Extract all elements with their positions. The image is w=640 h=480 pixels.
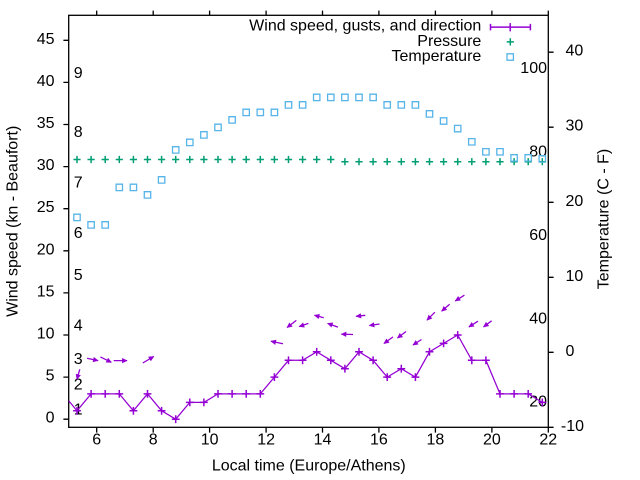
svg-text:4: 4 xyxy=(74,318,83,335)
svg-text:100: 100 xyxy=(520,60,547,77)
svg-text:5: 5 xyxy=(74,267,83,284)
svg-text:3: 3 xyxy=(74,351,83,368)
svg-text:18: 18 xyxy=(427,432,445,449)
svg-text:-10: -10 xyxy=(561,418,584,435)
svg-text:Wind speed (kn - Beaufort): Wind speed (kn - Beaufort) xyxy=(5,126,22,317)
svg-text:20: 20 xyxy=(37,241,55,258)
svg-text:30: 30 xyxy=(37,157,55,174)
svg-text:20: 20 xyxy=(566,193,584,210)
svg-text:10: 10 xyxy=(201,432,219,449)
svg-text:16: 16 xyxy=(370,432,388,449)
svg-text:9: 9 xyxy=(74,65,83,82)
svg-text:7: 7 xyxy=(74,174,83,191)
svg-text:14: 14 xyxy=(314,432,332,449)
svg-text:Wind speed, gusts, and directi: Wind speed, gusts, and direction xyxy=(249,17,481,34)
svg-text:20: 20 xyxy=(483,432,501,449)
svg-text:Temperature (C - F): Temperature (C - F) xyxy=(596,149,613,289)
svg-text:6: 6 xyxy=(74,225,83,242)
svg-text:10: 10 xyxy=(37,326,55,343)
svg-text:25: 25 xyxy=(37,199,55,216)
svg-text:2: 2 xyxy=(74,376,83,393)
svg-text:6: 6 xyxy=(92,432,101,449)
svg-text:10: 10 xyxy=(566,268,584,285)
svg-text:Pressure: Pressure xyxy=(417,33,481,50)
svg-text:22: 22 xyxy=(539,432,557,449)
svg-text:0: 0 xyxy=(566,343,575,360)
svg-text:35: 35 xyxy=(37,115,55,132)
svg-text:15: 15 xyxy=(37,283,55,300)
svg-text:Temperature: Temperature xyxy=(391,48,481,65)
svg-text:8: 8 xyxy=(74,124,83,141)
svg-text:60: 60 xyxy=(529,227,547,244)
svg-text:Local time (Europe/Athens): Local time (Europe/Athens) xyxy=(212,458,406,475)
svg-text:30: 30 xyxy=(566,118,584,135)
svg-text:40: 40 xyxy=(529,310,547,327)
svg-text:12: 12 xyxy=(257,432,275,449)
svg-text:5: 5 xyxy=(46,368,55,385)
svg-text:0: 0 xyxy=(46,410,55,427)
svg-text:40: 40 xyxy=(566,43,584,60)
svg-text:40: 40 xyxy=(37,73,55,90)
svg-text:45: 45 xyxy=(37,31,55,48)
svg-text:8: 8 xyxy=(149,432,158,449)
